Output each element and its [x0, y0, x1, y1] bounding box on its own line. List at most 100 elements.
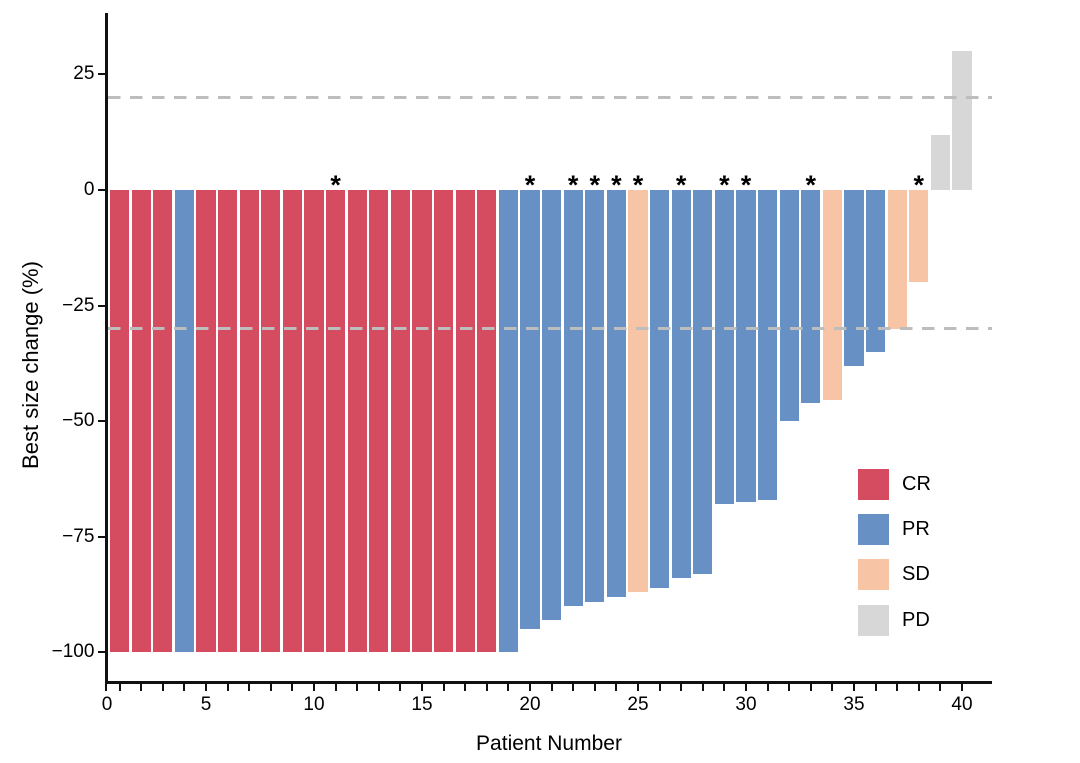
x-tick-28 — [701, 683, 704, 692]
bar-patient-17-cr — [455, 190, 475, 653]
legend-label-cr: CR — [902, 473, 931, 495]
bar-patient-37-sd — [887, 190, 907, 329]
legend-label-pr: PR — [902, 518, 930, 541]
x-tick-16 — [442, 683, 445, 692]
bar-patient-27-pr — [671, 190, 691, 579]
x-tick-5 — [204, 683, 208, 692]
y-tick-−75 — [97, 535, 106, 538]
y-tick-−50 — [97, 420, 106, 423]
x-tick-39 — [939, 683, 942, 692]
x-tick-label-40: 40 — [951, 694, 973, 715]
bar-patient-22-pr — [563, 190, 583, 607]
y-tick-−100 — [97, 651, 106, 654]
x-tick-35 — [852, 683, 856, 692]
significance-asterisk: * — [913, 170, 925, 200]
x-tick-33 — [809, 683, 812, 692]
x-tick-8 — [269, 683, 272, 692]
x-tick-12 — [356, 683, 359, 692]
bar-patient-5-cr — [196, 190, 216, 653]
bar-patient-4-pr — [174, 190, 195, 653]
significance-asterisk: * — [805, 170, 817, 200]
bar-patient-12-cr — [347, 190, 367, 653]
significance-asterisk: * — [611, 170, 622, 200]
x-tick-21 — [550, 683, 553, 692]
bar-patient-31-pr — [757, 190, 778, 500]
bar-patient-34-sd — [822, 190, 843, 401]
bar-patient-8-cr — [261, 190, 281, 653]
bar-patient-6-cr — [217, 190, 238, 653]
bar-patient-13-cr — [369, 190, 389, 653]
bar-patient-28-pr — [693, 190, 713, 574]
bar-patient-11-cr — [325, 190, 346, 653]
significance-asterisk: * — [719, 170, 730, 200]
bar-patient-40-pd — [952, 51, 972, 190]
significance-asterisk: * — [524, 170, 536, 200]
x-tick-20 — [528, 683, 532, 692]
x-tick-18 — [485, 683, 488, 692]
x-tick-4 — [183, 683, 186, 692]
y-tick-label-−100: −100 — [51, 641, 95, 663]
x-tick-6 — [226, 683, 229, 692]
x-tick-14 — [399, 683, 402, 692]
x-tick-7 — [248, 683, 251, 692]
bar-patient-16-cr — [433, 190, 454, 653]
x-tick-label-10: 10 — [303, 694, 325, 715]
y-tick-label-0: 0 — [83, 179, 95, 200]
x-tick-40 — [960, 683, 964, 692]
bar-patient-35-pr — [844, 190, 864, 366]
y-tick-label-−50: −50 — [62, 410, 95, 432]
x-tick-25 — [636, 683, 640, 692]
x-tick-37 — [896, 683, 899, 692]
legend-item-sd: SD — [858, 559, 978, 591]
x-tick-13 — [377, 683, 380, 692]
bar-patient-7-cr — [239, 190, 259, 653]
legend-swatch-sd — [858, 559, 889, 591]
x-tick-label-20: 20 — [519, 694, 541, 715]
y-tick-label-25: 25 — [73, 63, 95, 85]
x-tick-label-5: 5 — [200, 694, 212, 715]
x-tick-26 — [658, 683, 661, 692]
x-axis-line — [105, 681, 993, 684]
bar-patient-21-pr — [541, 190, 562, 621]
legend-item-pr: PR — [858, 514, 978, 546]
legend-item-cr: CR — [858, 469, 978, 500]
bar-patient-19-pr — [498, 190, 519, 653]
bar-patient-2-cr — [131, 190, 151, 653]
legend-label-sd: SD — [902, 563, 930, 586]
y-tick-label-−75: −75 — [62, 525, 95, 547]
x-tick-38 — [917, 683, 920, 692]
reference-line-plus20 — [108, 96, 993, 100]
significance-asterisk: * — [740, 170, 752, 200]
bar-patient-3-cr — [153, 190, 173, 653]
legend-swatch-cr — [858, 469, 889, 500]
x-tick-9 — [291, 683, 294, 692]
bar-patient-29-pr — [714, 190, 735, 505]
x-tick-1 — [118, 683, 121, 692]
bar-patient-26-pr — [649, 190, 670, 588]
legend-label-pd: PD — [902, 608, 930, 631]
x-tick-29 — [723, 683, 726, 692]
bar-patient-39-pd — [930, 134, 951, 190]
x-axis-title: Patient Number — [476, 732, 622, 755]
x-tick-19 — [507, 683, 510, 692]
x-tick-23 — [593, 683, 596, 692]
y-tick-−25 — [97, 304, 106, 307]
x-tick-11 — [334, 683, 337, 692]
x-tick-17 — [464, 683, 467, 692]
significance-asterisk: * — [589, 170, 601, 200]
bar-patient-18-cr — [477, 190, 497, 653]
legend-swatch-pr — [858, 514, 889, 546]
bar-patient-36-pr — [865, 190, 886, 352]
bar-patient-20-pr — [520, 190, 540, 630]
bar-patient-30-pr — [736, 190, 756, 503]
bar-patient-33-pr — [801, 190, 821, 403]
x-tick-label-35: 35 — [843, 694, 865, 715]
x-tick-34 — [831, 683, 834, 692]
x-tick-30 — [744, 683, 748, 692]
x-tick-36 — [874, 683, 877, 692]
x-tick-label-0: 0 — [101, 694, 113, 715]
x-tick-31 — [766, 683, 769, 692]
x-tick-label-30: 30 — [735, 694, 757, 715]
